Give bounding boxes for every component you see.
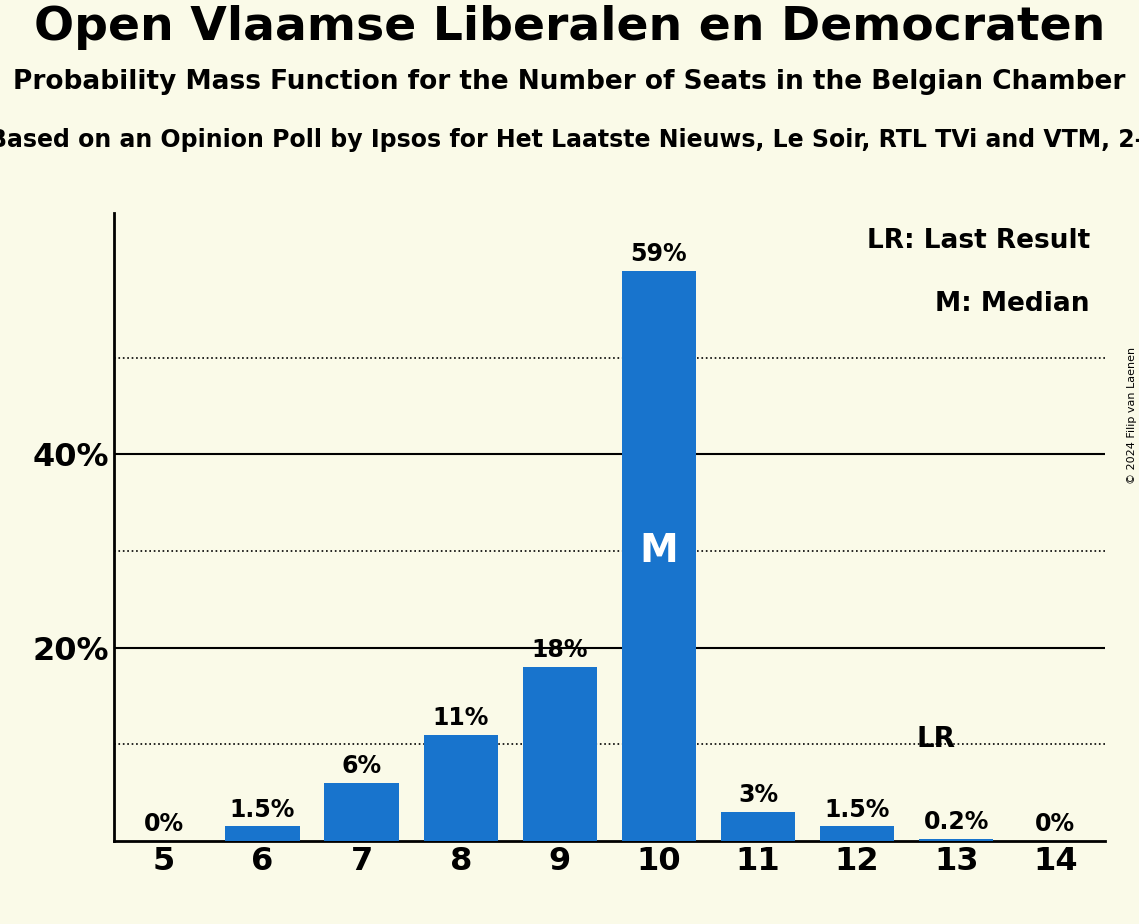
Text: M: Median: M: Median	[935, 291, 1090, 317]
Bar	[523, 667, 597, 841]
Bar	[820, 826, 894, 841]
Text: M: M	[639, 532, 679, 570]
Bar	[226, 826, 300, 841]
Bar	[721, 812, 795, 841]
Text: LR: Last Result: LR: Last Result	[867, 228, 1090, 254]
Text: 1.5%: 1.5%	[825, 797, 890, 821]
Bar	[325, 783, 399, 841]
Bar	[919, 839, 993, 841]
Bar	[622, 271, 696, 841]
Text: 0.2%: 0.2%	[924, 810, 989, 834]
Text: © 2024 Filip van Laenen: © 2024 Filip van Laenen	[1126, 347, 1137, 484]
Text: Based on an Opinion Poll by Ipsos for Het Laatste Nieuws, Le Soir, RTL TVi and V: Based on an Opinion Poll by Ipsos for He…	[0, 128, 1139, 152]
Text: 11%: 11%	[433, 706, 489, 730]
Text: 1.5%: 1.5%	[230, 797, 295, 821]
Text: 18%: 18%	[532, 638, 588, 662]
Text: 3%: 3%	[738, 783, 778, 807]
Text: LR: LR	[917, 725, 956, 753]
Text: Open Vlaamse Liberalen en Democraten: Open Vlaamse Liberalen en Democraten	[34, 5, 1105, 50]
Bar	[424, 735, 498, 841]
Text: 0%: 0%	[1035, 812, 1075, 836]
Text: 59%: 59%	[631, 242, 687, 266]
Text: 6%: 6%	[342, 754, 382, 778]
Text: Probability Mass Function for the Number of Seats in the Belgian Chamber: Probability Mass Function for the Number…	[14, 69, 1125, 95]
Text: 0%: 0%	[144, 812, 183, 836]
